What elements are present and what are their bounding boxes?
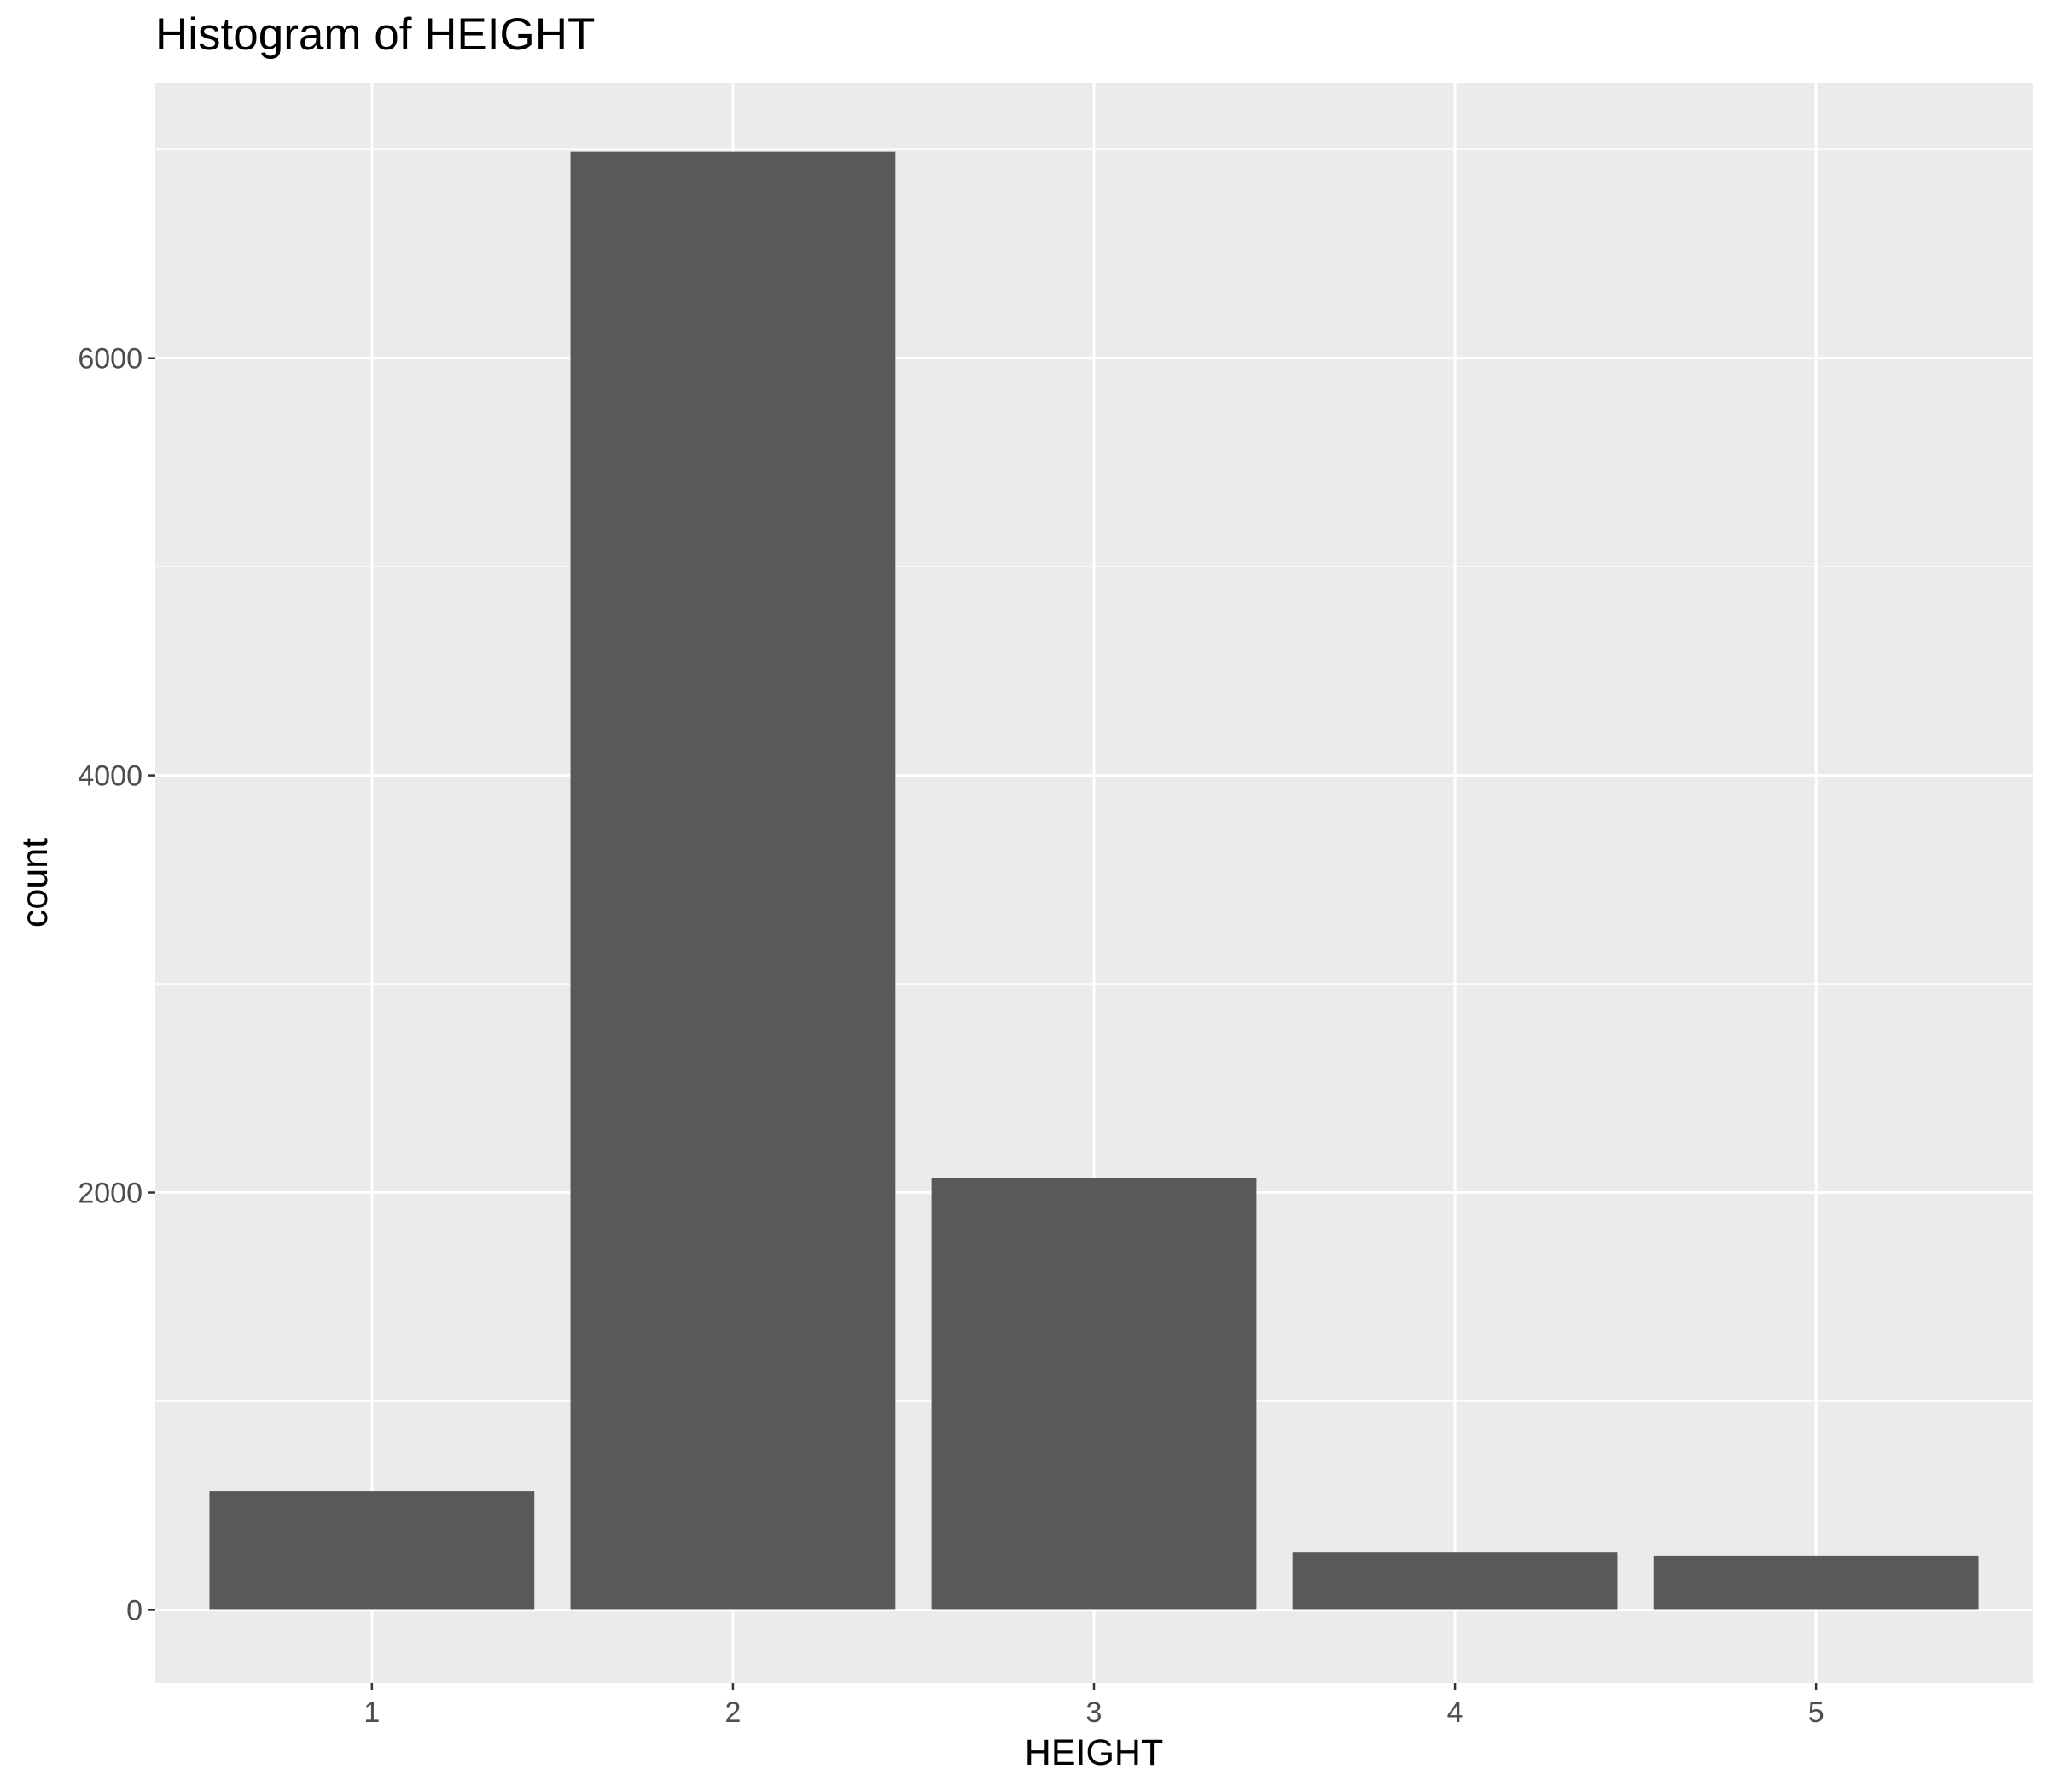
bars xyxy=(209,151,1979,1610)
y-tick-label: 2000 xyxy=(78,1178,143,1210)
bar-5 xyxy=(1653,1555,1979,1610)
y-tick-label: 6000 xyxy=(78,343,143,375)
bar-2 xyxy=(570,151,896,1610)
chart-title: Histogram of HEIGHT xyxy=(155,9,596,60)
bar-3 xyxy=(931,1178,1257,1610)
y-tick-label: 4000 xyxy=(78,760,143,793)
bar-1 xyxy=(209,1491,535,1610)
x-tick-label: 2 xyxy=(724,1696,741,1729)
x-tick-label: 4 xyxy=(1447,1696,1463,1729)
x-axis: 1 2 3 4 5 xyxy=(364,1683,1824,1729)
x-tick-label: 5 xyxy=(1808,1696,1824,1729)
bar-4 xyxy=(1292,1552,1618,1610)
x-tick-label: 3 xyxy=(1086,1696,1103,1729)
y-axis: 0 2000 4000 6000 xyxy=(78,343,155,1626)
y-axis-title: count xyxy=(15,838,55,928)
y-tick-label: 0 xyxy=(126,1594,143,1626)
x-axis-title: HEIGHT xyxy=(1025,1732,1163,1773)
x-tick-label: 1 xyxy=(364,1696,380,1729)
